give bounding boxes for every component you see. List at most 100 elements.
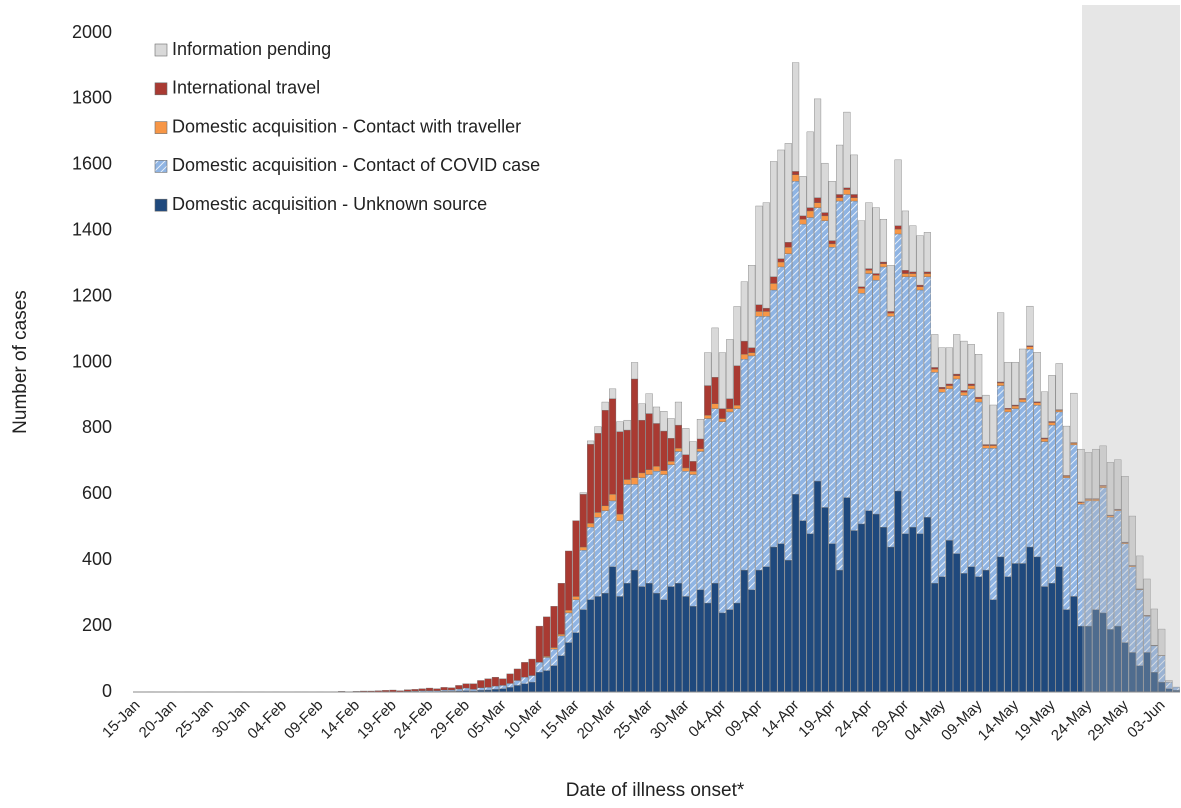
bar-segment [901, 270, 909, 274]
bar-segment [909, 273, 917, 278]
bar-segment [850, 197, 858, 202]
bar-segment [923, 232, 931, 273]
bar-segment [616, 431, 624, 515]
bar-segment [682, 596, 690, 693]
bar-segment [784, 247, 792, 254]
bar-segment [682, 454, 690, 469]
bar-segment [806, 217, 814, 535]
bar-segment [1062, 477, 1071, 610]
bar-segment [433, 688, 441, 691]
bar-segment [901, 533, 909, 693]
bar-segment [843, 194, 851, 498]
bar-segment [894, 159, 902, 226]
bar-segment [1165, 680, 1173, 683]
x-tick-label: 14-Feb [318, 697, 364, 743]
bar-segment [748, 265, 756, 348]
bar-segment [1070, 443, 1078, 446]
bar-segment [784, 242, 792, 248]
bar-segment [1041, 391, 1049, 439]
bar-segment [843, 187, 851, 190]
bar-segment [601, 592, 609, 693]
bar-segment [865, 510, 873, 693]
bar-segment [850, 200, 858, 531]
bar-segment [1055, 363, 1063, 410]
legend-label: Domestic acquisition - Contact of COVID … [172, 155, 540, 175]
bar-segment [1004, 361, 1012, 409]
bar-segment [770, 546, 778, 693]
bar-segment [682, 428, 690, 455]
bar-segment [967, 566, 975, 693]
bar-segment [777, 258, 785, 263]
x-tick-label: 19-Feb [354, 697, 400, 743]
bar-segment [843, 189, 851, 195]
bar-segment [762, 202, 770, 309]
bar-segment [1114, 459, 1122, 510]
bar-segment [1033, 556, 1041, 693]
bar-segment [923, 517, 931, 693]
bar-segment [528, 681, 536, 693]
bar-segment [499, 685, 507, 689]
bar-segment [872, 273, 880, 276]
bar-segment [799, 215, 807, 220]
bar-segment [1136, 555, 1144, 590]
bar-segment [879, 263, 888, 268]
bar-segment [755, 205, 763, 306]
x-tick-label: 15-Jan [99, 697, 143, 741]
bar-segment [630, 569, 639, 693]
bar-segment [411, 689, 419, 692]
bar-segment [1048, 424, 1056, 584]
bar-segment [652, 471, 661, 594]
bar-segment [652, 406, 661, 424]
bar-segment [975, 396, 983, 399]
bar-segment [953, 378, 961, 554]
bar-segment [975, 398, 983, 403]
bar-segment [652, 423, 661, 467]
bar-segment [814, 98, 822, 198]
bar-segment [645, 583, 653, 693]
bar-segment [916, 286, 924, 291]
bar-segment [711, 583, 719, 693]
bar-segment [1026, 305, 1034, 346]
bar-segment [455, 685, 463, 690]
bar-segment [909, 276, 917, 528]
bar-segment [755, 569, 763, 693]
bar-segment [748, 352, 756, 357]
bar-segment [953, 373, 961, 376]
bar-segment [901, 276, 909, 535]
bar-segment [616, 513, 624, 521]
bar-segment [945, 385, 953, 390]
x-tick-label: 15-Mar [537, 697, 583, 743]
bar-segment [901, 273, 909, 278]
bar-segment [587, 523, 595, 528]
bar-segment [462, 683, 470, 689]
bar-segment [623, 484, 631, 584]
bar-segment [557, 655, 565, 693]
bar-segment [872, 279, 880, 515]
bar-segment [550, 665, 558, 693]
bar-segment [1026, 546, 1034, 693]
bar-segment [865, 270, 873, 274]
bar-segment [1026, 346, 1034, 350]
bar-segment [718, 408, 726, 419]
bar-segment [865, 202, 873, 269]
bar-segment [1092, 448, 1100, 499]
bar-segment [1055, 410, 1063, 413]
bar-segment [469, 689, 477, 692]
bar-segment [711, 403, 719, 409]
bar-segment [989, 447, 997, 600]
bar-segment [967, 383, 975, 386]
shaded-region [1082, 5, 1180, 692]
bar-segment [975, 401, 983, 577]
bar-segment [572, 520, 580, 597]
bar-segment [901, 210, 909, 271]
bar-segment [945, 347, 953, 385]
bar-segment [616, 596, 624, 693]
bar-segment [674, 401, 683, 426]
bar-segment [594, 512, 602, 518]
bar-segment [945, 540, 953, 693]
y-tick-label: 1200 [72, 285, 112, 305]
bar-segment [609, 500, 617, 567]
x-tick-label: 04-Feb [244, 697, 290, 743]
bar-segment [1121, 476, 1129, 543]
bar-segment [1011, 408, 1019, 564]
